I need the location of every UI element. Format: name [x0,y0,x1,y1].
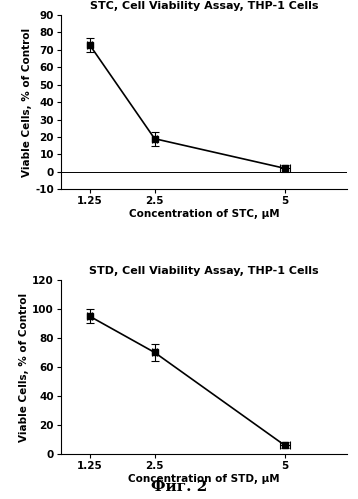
Y-axis label: Viable Cells, % of Control: Viable Cells, % of Control [23,27,32,177]
Title: STC, Cell Viability Assay, THP-1 Cells: STC, Cell Viability Assay, THP-1 Cells [90,1,318,11]
Title: STD, Cell Viability Assay, THP-1 Cells: STD, Cell Viability Assay, THP-1 Cells [89,266,319,276]
X-axis label: Concentration of STD, μM: Concentration of STD, μM [128,474,280,484]
Y-axis label: Viable Cells, % of Control: Viable Cells, % of Control [19,292,29,442]
X-axis label: Concentration of STC, μM: Concentration of STC, μM [129,209,279,219]
Text: Фиг. 2: Фиг. 2 [151,480,207,494]
